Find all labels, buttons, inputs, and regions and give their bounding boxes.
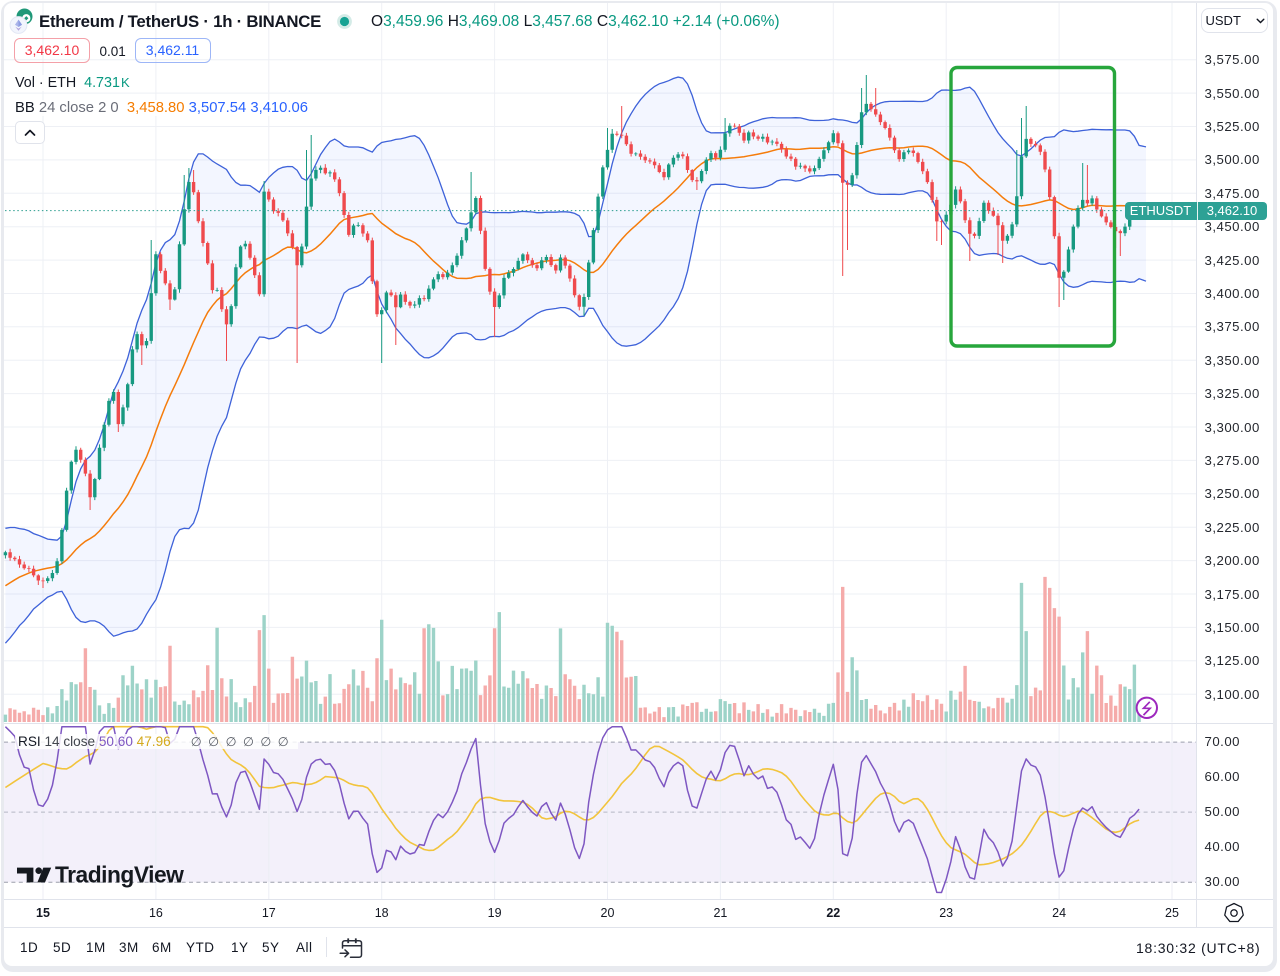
svg-text:TradingView: TradingView — [55, 865, 184, 888]
